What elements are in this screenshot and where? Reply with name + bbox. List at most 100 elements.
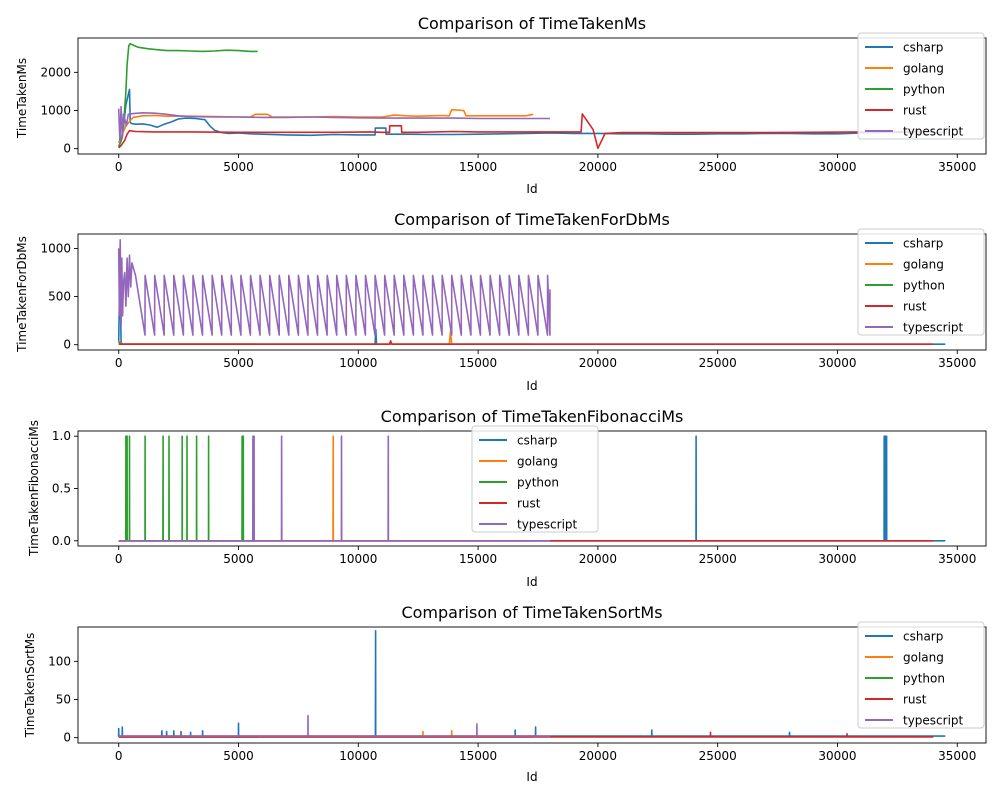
x-tick-label: 30000 bbox=[818, 356, 856, 370]
y-axis-label: TimeTakenForDbMs bbox=[15, 236, 29, 353]
series-group bbox=[117, 42, 946, 150]
legend-label-rust: rust bbox=[903, 693, 927, 707]
x-tick-label: 10000 bbox=[339, 356, 377, 370]
plot-area-4: 0 5000 10000 15000 20000 25000 30000 35000 0 50 10… bbox=[48, 621, 987, 763]
legend-label-python: python bbox=[517, 476, 559, 490]
x-tick-label: 20000 bbox=[579, 749, 617, 763]
series-line-rust bbox=[118, 731, 934, 738]
y-tick-label: 100 bbox=[48, 654, 71, 668]
series-line-rust bbox=[118, 113, 934, 150]
plot-area-3: 0 5000 10000 15000 20000 25000 30000 35000 0.0 0.… bbox=[52, 425, 987, 566]
x-axis-label: Id bbox=[526, 379, 537, 393]
legend-label-rust: rust bbox=[903, 104, 927, 118]
x-axis-label: Id bbox=[526, 575, 537, 589]
x-tick-label: 15000 bbox=[459, 356, 497, 370]
chart-title: Comparison of TimeTakenFibonacciMs bbox=[381, 407, 684, 426]
legend-label-csharp: csharp bbox=[903, 41, 943, 55]
x-tick-label: 35000 bbox=[938, 749, 976, 763]
legend-label-typescript: typescript bbox=[903, 321, 964, 335]
y-tick-label: 2000 bbox=[40, 65, 71, 79]
x-axis-label: Id bbox=[526, 770, 537, 784]
y-tick-label: 50 bbox=[56, 693, 71, 707]
axes-frame bbox=[77, 37, 987, 155]
series-group bbox=[118, 435, 946, 542]
legend: csharp golang python rust typescript bbox=[471, 425, 599, 533]
plot-area-1: 0 5000 10000 15000 20000 25000 30000 35000 0 1000… bbox=[40, 32, 987, 174]
x-axis-label: Id bbox=[526, 182, 537, 196]
x-tick-label: 15000 bbox=[459, 160, 497, 174]
y-tick-label: 500 bbox=[48, 290, 71, 304]
legend-box bbox=[471, 425, 599, 533]
x-tick-label: 35000 bbox=[938, 552, 976, 566]
axes-frame bbox=[77, 233, 987, 351]
x-tick-label: 25000 bbox=[699, 160, 737, 174]
x-tick-label: 0 bbox=[115, 552, 123, 566]
y-axis-label: TimeTakenSortMs bbox=[23, 633, 37, 739]
legend-box bbox=[857, 228, 985, 336]
legend-label-python: python bbox=[903, 279, 945, 293]
x-tick-label: 30000 bbox=[818, 160, 856, 174]
chart-title: Comparison of TimeTakenForDbMs bbox=[394, 210, 670, 229]
x-tick-label: 5000 bbox=[223, 749, 254, 763]
legend: csharp golang python rust typescript bbox=[857, 32, 985, 140]
y-tick-label: 0 bbox=[63, 142, 71, 156]
x-tick-label: 5000 bbox=[223, 356, 254, 370]
x-tick-label: 0 bbox=[115, 749, 123, 763]
y-axis-label: TimeTakenFibonacciMs bbox=[27, 420, 41, 557]
series-group bbox=[117, 630, 946, 738]
legend-label-golang: golang bbox=[903, 62, 944, 76]
x-tick-label: 30000 bbox=[818, 552, 856, 566]
x-tick-label: 20000 bbox=[579, 356, 617, 370]
legend: csharp golang python rust typescript bbox=[857, 621, 985, 729]
legend-label-typescript: typescript bbox=[903, 714, 964, 728]
y-tick-label: 0.5 bbox=[52, 482, 71, 496]
y-tick-label: 1.0 bbox=[52, 429, 71, 443]
y-tick-label: 0 bbox=[63, 731, 71, 745]
axes-frame bbox=[77, 626, 987, 744]
subplot-timetakensortms: Comparison of TimeTakenSortMs TimeTakenS… bbox=[23, 603, 663, 784]
legend-label-csharp: csharp bbox=[903, 630, 943, 644]
x-tick-label: 5000 bbox=[223, 160, 254, 174]
y-tick-label: 1000 bbox=[40, 241, 71, 255]
y-axis-label: TimeTakenMs bbox=[15, 58, 29, 139]
x-tick-label: 0 bbox=[115, 356, 123, 370]
legend-label-python: python bbox=[903, 672, 945, 686]
x-tick-label: 10000 bbox=[339, 160, 377, 174]
x-tick-label: 35000 bbox=[938, 160, 976, 174]
x-tick-label: 5000 bbox=[223, 552, 254, 566]
x-tick-label: 25000 bbox=[699, 749, 737, 763]
x-tick-label: 15000 bbox=[459, 749, 497, 763]
subplot-timetakenfordbms: Comparison of TimeTakenForDbMs TimeTaken… bbox=[15, 210, 670, 393]
legend-label-csharp: csharp bbox=[517, 434, 557, 448]
series-line-typescript bbox=[117, 239, 551, 336]
legend-label-rust: rust bbox=[517, 497, 541, 511]
y-tick-label: 1000 bbox=[40, 104, 71, 118]
plot-area-2: 0 5000 10000 15000 20000 25000 30000 35000 0 500 1… bbox=[40, 228, 987, 370]
x-tick-label: 10000 bbox=[339, 749, 377, 763]
series-line-csharp bbox=[117, 88, 946, 148]
series-line-python bbox=[117, 42, 258, 148]
x-tick-label: 10000 bbox=[339, 552, 377, 566]
legend-label-python: python bbox=[903, 83, 945, 97]
legend-box bbox=[857, 32, 985, 140]
chart-title: Comparison of TimeTakenSortMs bbox=[401, 603, 662, 622]
x-tick-label: 25000 bbox=[699, 356, 737, 370]
legend-label-rust: rust bbox=[903, 300, 927, 314]
legend-label-golang: golang bbox=[903, 651, 944, 665]
subplot-timetakenms: Comparison of TimeTakenMs TimeTakenMs Id bbox=[15, 14, 646, 196]
legend-label-csharp: csharp bbox=[903, 237, 943, 251]
series-group bbox=[117, 239, 946, 345]
x-tick-label: 15000 bbox=[459, 552, 497, 566]
legend: csharp golang python rust typescript bbox=[857, 228, 985, 336]
legend-label-golang: golang bbox=[903, 258, 944, 272]
legend-box bbox=[857, 621, 985, 729]
x-tick-label: 35000 bbox=[938, 356, 976, 370]
series-line-typescript bbox=[118, 435, 550, 542]
x-tick-label: 25000 bbox=[699, 552, 737, 566]
x-tick-label: 20000 bbox=[579, 160, 617, 174]
y-tick-label: 0 bbox=[63, 338, 71, 352]
legend-label-golang: golang bbox=[517, 455, 558, 469]
y-tick-label: 0.0 bbox=[52, 534, 71, 548]
